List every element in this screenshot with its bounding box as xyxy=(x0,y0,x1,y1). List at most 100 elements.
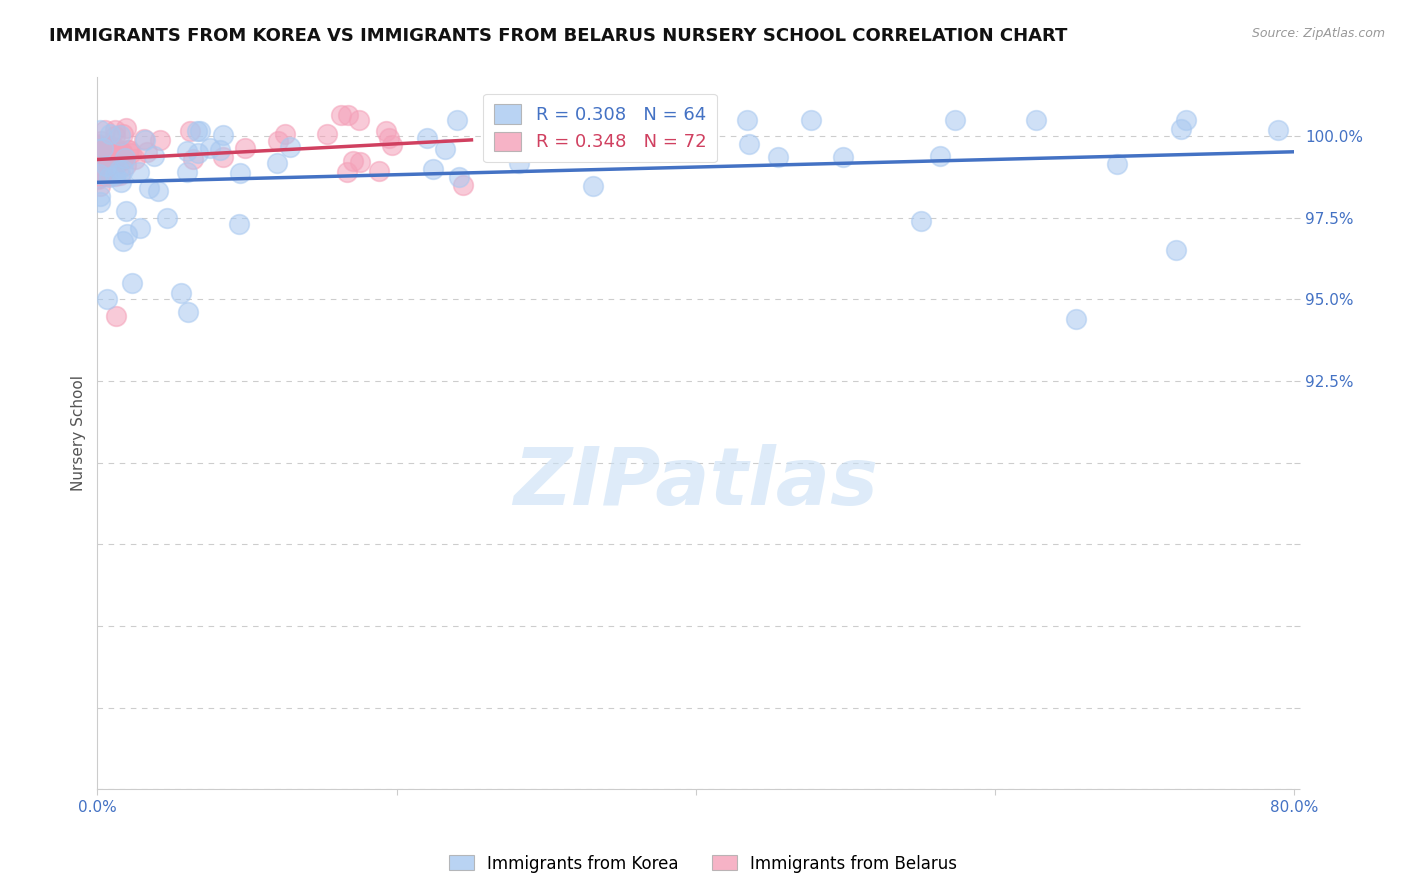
Point xyxy=(108,128,131,143)
Point xyxy=(449,169,471,184)
Point xyxy=(1267,122,1289,136)
Point xyxy=(378,131,401,145)
Point xyxy=(100,155,122,169)
Point xyxy=(342,154,364,169)
Point xyxy=(87,138,110,153)
Point xyxy=(120,145,142,160)
Point xyxy=(929,149,952,163)
Point xyxy=(93,147,115,161)
Point xyxy=(94,123,117,137)
Point xyxy=(89,165,111,179)
Point xyxy=(737,112,759,127)
Point xyxy=(132,132,155,146)
Point xyxy=(114,121,136,136)
Point xyxy=(94,168,117,182)
Point xyxy=(910,214,932,228)
Legend: Immigrants from Korea, Immigrants from Belarus: Immigrants from Korea, Immigrants from B… xyxy=(441,848,965,880)
Point xyxy=(87,146,110,161)
Point xyxy=(87,167,110,181)
Point xyxy=(143,148,166,162)
Point xyxy=(100,166,122,180)
Point xyxy=(422,161,444,176)
Point xyxy=(104,123,127,137)
Point xyxy=(105,309,128,323)
Point xyxy=(582,178,605,193)
Point xyxy=(107,156,129,170)
Point xyxy=(336,165,359,179)
Point xyxy=(349,155,371,169)
Point xyxy=(91,150,114,164)
Point xyxy=(108,163,131,178)
Point xyxy=(91,163,114,178)
Point xyxy=(211,128,233,142)
Point xyxy=(96,159,118,173)
Point xyxy=(98,127,121,141)
Point xyxy=(266,156,288,170)
Point xyxy=(274,128,297,142)
Point xyxy=(128,220,150,235)
Point xyxy=(1105,157,1128,171)
Point xyxy=(89,123,111,137)
Point xyxy=(198,141,221,155)
Point xyxy=(316,128,339,142)
Point xyxy=(128,165,150,179)
Point xyxy=(111,145,134,160)
Point xyxy=(329,108,352,122)
Point xyxy=(229,166,252,180)
Point xyxy=(347,113,370,128)
Point xyxy=(115,227,138,241)
Point xyxy=(111,127,134,141)
Point xyxy=(91,141,114,155)
Point xyxy=(170,285,193,300)
Point xyxy=(89,154,111,169)
Point xyxy=(416,131,439,145)
Point xyxy=(381,137,404,152)
Point xyxy=(101,158,124,172)
Point xyxy=(93,138,115,153)
Point xyxy=(118,143,141,157)
Point xyxy=(124,152,146,166)
Point xyxy=(212,150,235,164)
Point xyxy=(831,151,853,165)
Point xyxy=(87,159,110,173)
Point xyxy=(148,133,170,147)
Point xyxy=(134,133,156,147)
Point xyxy=(176,144,198,158)
Point xyxy=(114,152,136,166)
Point xyxy=(1064,312,1087,326)
Point xyxy=(1170,122,1192,136)
Point xyxy=(94,159,117,173)
Point xyxy=(87,170,110,185)
Point xyxy=(104,169,127,184)
Point xyxy=(90,134,112,148)
Point xyxy=(181,152,204,166)
Point xyxy=(97,169,120,183)
Point xyxy=(90,143,112,157)
Point xyxy=(103,140,125,154)
Point xyxy=(1174,113,1197,128)
Point xyxy=(97,140,120,154)
Text: Source: ZipAtlas.com: Source: ZipAtlas.com xyxy=(1251,27,1385,40)
Point xyxy=(434,141,457,155)
Point xyxy=(176,165,198,179)
Point xyxy=(375,124,398,138)
Point xyxy=(90,156,112,170)
Point xyxy=(267,134,290,148)
Point xyxy=(89,188,111,202)
Point xyxy=(89,194,111,209)
Point xyxy=(179,124,201,138)
Point xyxy=(664,132,686,146)
Point xyxy=(115,158,138,172)
Point xyxy=(93,148,115,162)
Point xyxy=(98,170,121,185)
Point xyxy=(451,178,474,192)
Point xyxy=(87,137,110,152)
Point xyxy=(93,152,115,166)
Point xyxy=(943,112,966,127)
Point xyxy=(93,168,115,182)
Point xyxy=(368,164,391,178)
Point xyxy=(112,163,135,178)
Point xyxy=(233,141,256,155)
Point xyxy=(1025,112,1047,127)
Point xyxy=(97,154,120,169)
